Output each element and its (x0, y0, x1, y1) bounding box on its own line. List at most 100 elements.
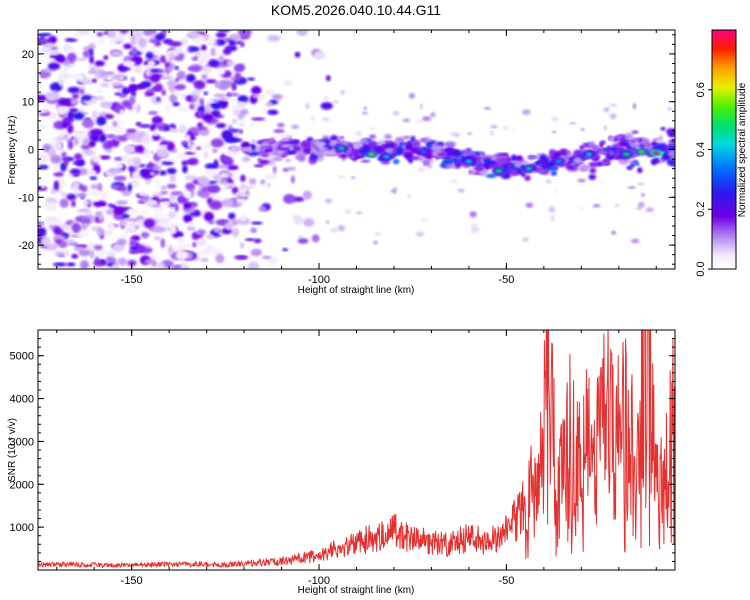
spectrogram-blob (118, 135, 129, 142)
spectrogram-blob (57, 224, 70, 229)
spectrogram-blob (245, 191, 250, 196)
spectrogram-blob (65, 47, 75, 52)
spectrogram-blob (590, 145, 598, 150)
spectrogram-blob (93, 244, 103, 251)
spectrogram-blob (472, 227, 480, 232)
spectrogram-blob (72, 93, 79, 99)
snr-panel: -150 -100 -50 1000 2000 3000 4000 5000 Height o… (7, 329, 676, 596)
spectrogram-blob (55, 232, 62, 236)
spectrogram-blob (253, 164, 265, 168)
spectrogram-blob (144, 65, 153, 69)
spectrogram-blob (242, 156, 251, 162)
spectrogram-blob (40, 184, 46, 189)
spectrogram-blob (140, 231, 150, 239)
colorbar-tick-label: 0.0 (695, 261, 707, 276)
spectrogram-blob (197, 229, 206, 236)
spectrogram-blob (169, 224, 177, 235)
spectrogram-blob (122, 86, 129, 96)
spectrogram-blob (110, 50, 123, 57)
spectrogram-blob (427, 164, 433, 169)
spectrogram-blob (536, 160, 541, 165)
spectrogram-blob (613, 136, 619, 143)
spectrogram-blob (667, 145, 675, 152)
spectrogram-blob (250, 139, 257, 144)
spectrogram-blob (337, 175, 346, 179)
spectrogram-blob (186, 31, 201, 38)
spectrogram-blob (98, 133, 107, 143)
spectrogram-blob (135, 145, 145, 154)
spectrogram-blob (283, 79, 294, 87)
spectrogram-blob (457, 188, 465, 193)
spectrogram-blob (218, 55, 225, 63)
spectrogram-blob (137, 83, 147, 90)
spectrogram-blob (148, 110, 159, 115)
spectrogram-blob (484, 106, 491, 110)
spectrogram-blob (271, 94, 283, 100)
spectrogram-blob (325, 198, 333, 204)
spectrogram-blob (154, 178, 160, 188)
spectrogram-blob (618, 157, 630, 165)
spectrogram-blob (339, 136, 345, 140)
spectrogram-blob (244, 238, 256, 242)
spectrogram-blob (148, 161, 153, 170)
spectrogram-blob (161, 89, 167, 96)
spectrogram-blob (106, 134, 116, 139)
spectrogram-blob (161, 160, 174, 166)
spectrogram-blob (97, 87, 102, 94)
spectrogram-blob (636, 206, 643, 210)
spectrogram-blob (69, 168, 81, 175)
spectrogram-blob (208, 59, 220, 67)
spectrogram-blob (468, 169, 473, 175)
spectrogram-blob (164, 158, 177, 162)
spectrogram-blob (153, 128, 159, 137)
spectrogram-blob (589, 167, 597, 174)
spectrogram-blob (61, 122, 69, 128)
spectrogram-blob (159, 144, 168, 149)
spectrogram-blob (305, 146, 311, 153)
spectrogram-blob (166, 167, 177, 175)
spectrogram-blob (329, 141, 337, 147)
spectrogram-blob (144, 259, 156, 265)
spectrogram-blob (522, 237, 529, 242)
spectrogram-blob (43, 106, 53, 110)
spectrogram-blob (179, 124, 187, 134)
spectrogram-blobs (38, 30, 675, 269)
spectrogram-blob (221, 156, 230, 165)
spectrogram-blob (384, 134, 392, 140)
spectrogram-blob (123, 43, 133, 50)
spectrogram-blob (187, 65, 201, 72)
spectrogram-blob (135, 131, 146, 136)
spectrogram-blob (208, 100, 215, 104)
spectrogram-blob (631, 130, 639, 134)
spectrogram-blob (322, 135, 330, 140)
spectrogram-blob (247, 261, 260, 269)
spectrogram-blob (169, 174, 177, 183)
spectrogram-blob (155, 262, 165, 269)
spectrogram-blob (131, 90, 136, 97)
spectrogram-blob (419, 103, 423, 110)
spectrogram-blob (38, 227, 47, 236)
spectrogram-blob (140, 210, 148, 215)
spectrogram-blob (234, 192, 247, 197)
spectrogram-blob (126, 133, 138, 140)
spectrogram-blob (60, 67, 70, 72)
spectrogram-blob (417, 166, 426, 172)
spectrogram-blob (204, 105, 210, 113)
spectrogram-blob (201, 44, 207, 51)
spectrogram-blob (183, 214, 193, 223)
spectrogram-blob (119, 30, 128, 34)
spectrogram-blob (224, 151, 238, 156)
spectrogram-blob (109, 169, 123, 173)
spectrogram-blob (67, 86, 80, 94)
spectrogram-blob (129, 238, 137, 248)
spectrogram-blob (660, 126, 666, 131)
spectrogram-blob (100, 259, 106, 265)
spectrogram-blob (167, 245, 174, 255)
spectrogram-blob (430, 112, 436, 118)
spectrogram-blob (290, 175, 295, 184)
spectrogram-blob (548, 206, 556, 213)
spectrogram-blob (213, 227, 220, 233)
snr-x-tick-label: -150 (121, 575, 143, 587)
spectrogram-blob (67, 52, 77, 63)
spectrogram-blob (374, 232, 382, 236)
